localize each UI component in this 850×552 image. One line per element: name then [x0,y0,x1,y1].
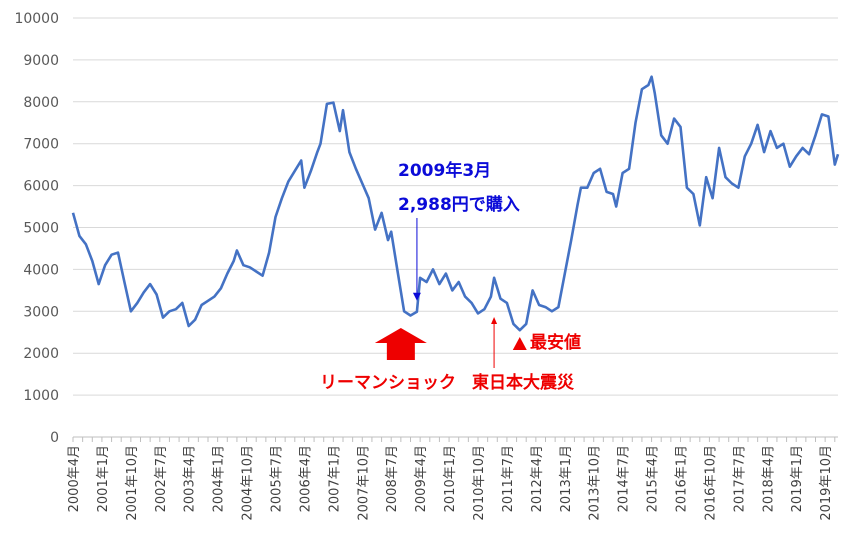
x-tick-label: 2017年7月 [732,445,747,512]
x-tick-label: 2011年7月 [501,445,516,512]
annotation-lowest-price: 最安値 [530,332,581,353]
x-tick-label: 2001年1月 [96,445,111,512]
y-tick-label: 3000 [23,304,59,320]
x-tick-label: 2000年4月 [67,445,82,512]
x-tick-label: 2014年7月 [617,445,632,512]
annotation-earthquake: 東日本大震災 [472,372,575,393]
x-tick-label: 2019年1月 [790,445,805,512]
earthquake-arrow-head [491,317,498,324]
y-tick-label: 0 [50,430,59,446]
annotation-lehman-shock: リーマンショック [320,373,456,393]
y-axis-tick-labels: 0 1000 2000 3000 4000 5000 6000 7000 8000 9000 100… [14,11,59,446]
x-tick-label: 2018年4月 [761,445,776,512]
y-tick-label: 5000 [23,221,59,237]
y-tick-label: 6000 [23,179,59,195]
x-tick-label: 2009年4月 [414,445,429,512]
purchase-arrow-head [412,292,421,301]
x-axis-tick-labels: 2000年4月 2001年1月 2001年10月 2002年7月 2003年4月 2004… [67,437,836,521]
x-tick-label: 2001年10月 [125,445,140,521]
lehman-up-arrow-icon [374,328,427,360]
x-tick-label: 2016年1月 [675,445,690,512]
x-tick-label: 2007年10月 [356,445,371,521]
y-tick-label: 9000 [23,53,59,69]
x-tick-label: 2019年10月 [819,445,834,521]
y-tick-label: 8000 [23,95,59,111]
annotation-purchase-price: 2,988円で購入 [398,194,520,215]
series-line [71,75,840,332]
x-tick-label: 2013年10月 [588,445,603,521]
y-tick-label: 1000 [23,388,59,404]
x-tick-label: 2004年1月 [212,445,227,512]
x-tick-label: 2005年7月 [270,445,285,512]
x-tick-label: 2015年4月 [646,445,661,512]
x-tick-label: 2006年4月 [298,445,313,512]
x-tick-label: 2013年1月 [559,445,574,512]
y-tick-label: 7000 [23,137,59,153]
x-tick-label: 2016年10月 [703,445,718,521]
x-tick-label: 2007年1月 [327,445,342,512]
y-tick-label: 2000 [23,346,59,362]
lowest-triangle-icon [512,337,527,350]
gridlines [73,17,838,438]
y-tick-label: 10000 [14,11,59,27]
x-tick-label: 2012年4月 [530,445,545,512]
x-tick-label: 2004年10月 [241,445,256,521]
annotation-purchase-date: 2009年3月 [398,160,491,181]
x-tick-label: 2008年7月 [385,445,400,512]
x-tick-label: 2010年10月 [472,445,487,521]
x-tick-label: 2010年1月 [443,445,458,512]
y-tick-label: 4000 [23,262,59,278]
x-tick-label: 2003年4月 [183,445,198,512]
x-tick-label: 2002年7月 [154,445,169,512]
